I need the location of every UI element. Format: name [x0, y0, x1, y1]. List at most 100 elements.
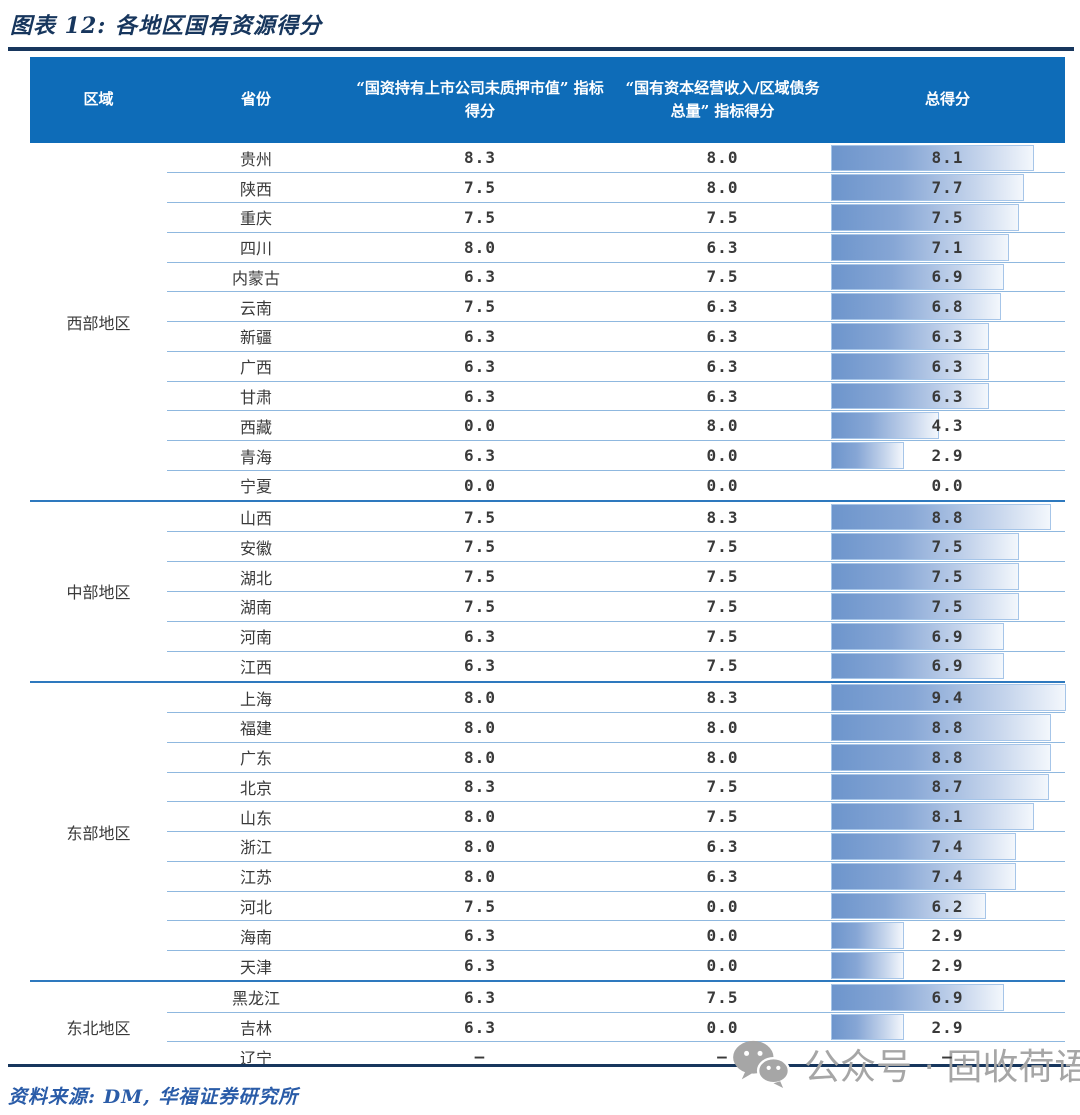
- watermark-text: 公众号 · 固收荷语: [804, 1047, 1080, 1088]
- province-name: 山东: [239, 808, 272, 828]
- region-name: 东部地区: [66, 823, 131, 843]
- total-score-cell: 7.4: [830, 832, 1065, 862]
- total-score-bar: [831, 773, 1049, 801]
- province-name: 新疆: [239, 328, 272, 348]
- table-row: 黑龙江 6.3 7.5 6.9: [30, 982, 1065, 1013]
- total-score-cell: 2.9: [830, 441, 1065, 471]
- total-score-bar: [831, 833, 1016, 860]
- indicator1-score: 7.5: [464, 207, 496, 227]
- total-score-bar: [831, 263, 1004, 291]
- total-score-bar: [831, 1013, 904, 1041]
- total-score-bar: [831, 684, 1066, 712]
- header-indicator2: “国有资本经营收入/区域债务总量” 指标得分: [625, 78, 820, 120]
- indicator1-score: 6.3: [464, 926, 496, 946]
- table-bottom-rule: [8, 1064, 1070, 1067]
- total-score-cell: 6.2: [830, 891, 1065, 921]
- indicator1-score: 7.5: [464, 596, 496, 616]
- province-name: 湖北: [239, 568, 272, 588]
- total-score-value: 7.7: [931, 178, 964, 198]
- province-name: 海南: [239, 927, 272, 947]
- indicator2-score: 0.0: [706, 896, 739, 916]
- province-name: 浙江: [239, 838, 272, 858]
- table-row: 安徽 7.5 7.5 7.5: [30, 532, 1065, 562]
- total-score-bar: [831, 892, 986, 920]
- indicator1-score: 6.3: [464, 987, 496, 1007]
- source-note: 资料来源: DM, 华福证券研究所: [8, 1086, 299, 1108]
- table-row: 江西 6.3 7.5 6.9: [30, 651, 1065, 681]
- total-score-bar: [831, 233, 1009, 261]
- province-name: 福建: [239, 719, 272, 739]
- total-score-cell: 8.8: [830, 742, 1065, 772]
- header-province: 省份: [240, 90, 271, 109]
- province-name: 河北: [239, 898, 272, 918]
- province-name: 吉林: [239, 1019, 272, 1039]
- table-row: 广西 6.3 6.3 6.3: [30, 351, 1065, 382]
- indicator1-score: 7.5: [464, 507, 496, 527]
- region-group: 东北地区 黑龙江 6.3 7.5 6.9 吉林 6.3 0.0 2.9 辽宁 –…: [30, 980, 1065, 1071]
- province-name: 青海: [239, 447, 272, 467]
- province-name: 广东: [239, 749, 272, 769]
- table-row: 广东 8.0 8.0 8.8: [30, 742, 1065, 773]
- indicator2-score: 8.3: [706, 688, 739, 708]
- total-score-value: 6.9: [931, 626, 964, 646]
- indicator2-score: 0.0: [706, 956, 739, 976]
- table-row: 辽宁 – – –: [30, 1042, 1065, 1072]
- total-score-cell: 6.9: [830, 651, 1065, 681]
- province-name: 江苏: [239, 868, 272, 888]
- indicator2-score: 0.0: [706, 1017, 739, 1037]
- table-row: 海南 6.3 0.0 2.9: [30, 921, 1065, 951]
- indicator2-score: 8.0: [706, 717, 739, 737]
- total-score-cell: 9.4: [830, 683, 1066, 713]
- indicator2-score: 7.5: [706, 987, 739, 1007]
- table-row: 陕西 7.5 8.0 7.7: [30, 173, 1065, 203]
- total-score-cell: 6.8: [830, 292, 1065, 322]
- table-row: 四川 8.0 6.3 7.1: [30, 232, 1065, 263]
- indicator1-score: 8.0: [464, 807, 496, 827]
- indicator1-score: 6.3: [464, 446, 496, 466]
- total-score-bar: [831, 714, 1051, 741]
- total-score-value: 8.8: [931, 507, 964, 527]
- wechat-icon: [733, 1040, 790, 1089]
- indicator2-score: 8.0: [706, 178, 739, 198]
- total-score-value: 7.1: [931, 237, 964, 257]
- indicator1-score: 7.5: [464, 537, 496, 557]
- indicator2-score: 8.0: [706, 416, 739, 436]
- total-score-value: 2.9: [931, 446, 964, 466]
- total-score-bar: [831, 563, 1019, 590]
- indicator1-score: 8.0: [464, 747, 496, 767]
- indicator1-score: 6.3: [464, 656, 496, 676]
- total-score-value: 8.8: [931, 717, 964, 737]
- total-score-bar: [831, 352, 989, 380]
- total-score-value: 2.9: [931, 926, 964, 946]
- total-score-value: 8.7: [931, 777, 964, 797]
- table-row: 甘肃 6.3 6.3 6.3: [30, 381, 1065, 412]
- total-score-value: 6.2: [931, 896, 964, 916]
- province-name: 宁夏: [239, 477, 272, 497]
- province-name: 山西: [239, 509, 272, 529]
- total-score-cell: –: [830, 1042, 1065, 1072]
- table-row: 青海 6.3 0.0 2.9: [30, 441, 1065, 471]
- total-score-cell: 2.9: [830, 921, 1065, 951]
- table-row: 内蒙古 6.3 7.5 6.9: [30, 262, 1065, 293]
- header-total: 总得分: [924, 90, 970, 109]
- table-row: 宁夏 0.0 0.0 0.0: [30, 470, 1065, 500]
- region-group: 中部地区 山西 7.5 8.3 8.8 安徽 7.5 7.5 7.5 湖北 7.…: [30, 500, 1065, 681]
- indicator2-score: 6.3: [706, 297, 739, 317]
- table-row: 贵州 8.3 8.0 8.1: [30, 143, 1065, 174]
- total-score-value: 8.8: [931, 747, 964, 767]
- indicator2-score: 7.5: [706, 567, 739, 587]
- total-score-cell: 6.9: [830, 982, 1065, 1012]
- table-row: 浙江 8.0 6.3 7.4: [30, 832, 1065, 862]
- indicator1-score: 8.0: [464, 688, 496, 708]
- total-score-bar: [831, 952, 904, 979]
- total-score-bar: [831, 204, 1019, 231]
- indicator1-score: 6.3: [464, 326, 496, 346]
- indicator2-score: 8.3: [706, 507, 739, 527]
- table-row: 上海 8.0 8.3 9.4: [30, 683, 1066, 713]
- indicator2-score: 6.3: [706, 386, 739, 406]
- total-score-bar: [831, 412, 939, 440]
- table-row: 北京 8.3 7.5 8.7: [30, 772, 1065, 803]
- total-score-value: 6.3: [931, 326, 964, 346]
- indicator2-score: 8.0: [706, 148, 739, 168]
